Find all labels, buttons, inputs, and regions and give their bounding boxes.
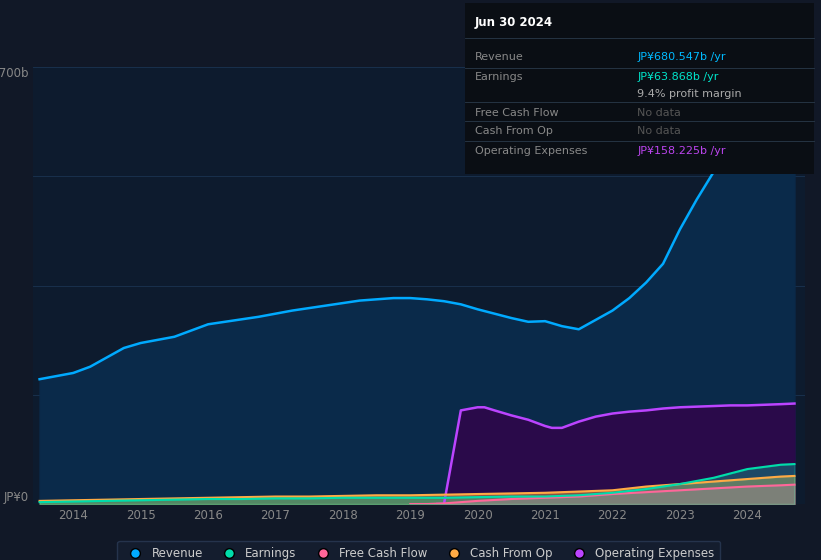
Legend: Revenue, Earnings, Free Cash Flow, Cash From Op, Operating Expenses: Revenue, Earnings, Free Cash Flow, Cash … [117, 541, 720, 560]
Text: JP¥680.547b /yr: JP¥680.547b /yr [637, 53, 726, 63]
Text: No data: No data [637, 108, 681, 118]
Text: JP¥63.868b /yr: JP¥63.868b /yr [637, 72, 718, 82]
Text: No data: No data [637, 127, 681, 137]
Text: 9.4% profit margin: 9.4% profit margin [637, 89, 741, 99]
Text: Operating Expenses: Operating Expenses [475, 146, 587, 156]
Text: Free Cash Flow: Free Cash Flow [475, 108, 558, 118]
Text: JP¥158.225b /yr: JP¥158.225b /yr [637, 146, 726, 156]
Text: JP¥700b: JP¥700b [0, 67, 29, 80]
Text: Jun 30 2024: Jun 30 2024 [475, 16, 553, 29]
Text: Earnings: Earnings [475, 72, 523, 82]
Text: Revenue: Revenue [475, 53, 523, 63]
Text: Cash From Op: Cash From Op [475, 127, 553, 137]
Text: JP¥0: JP¥0 [4, 491, 29, 504]
